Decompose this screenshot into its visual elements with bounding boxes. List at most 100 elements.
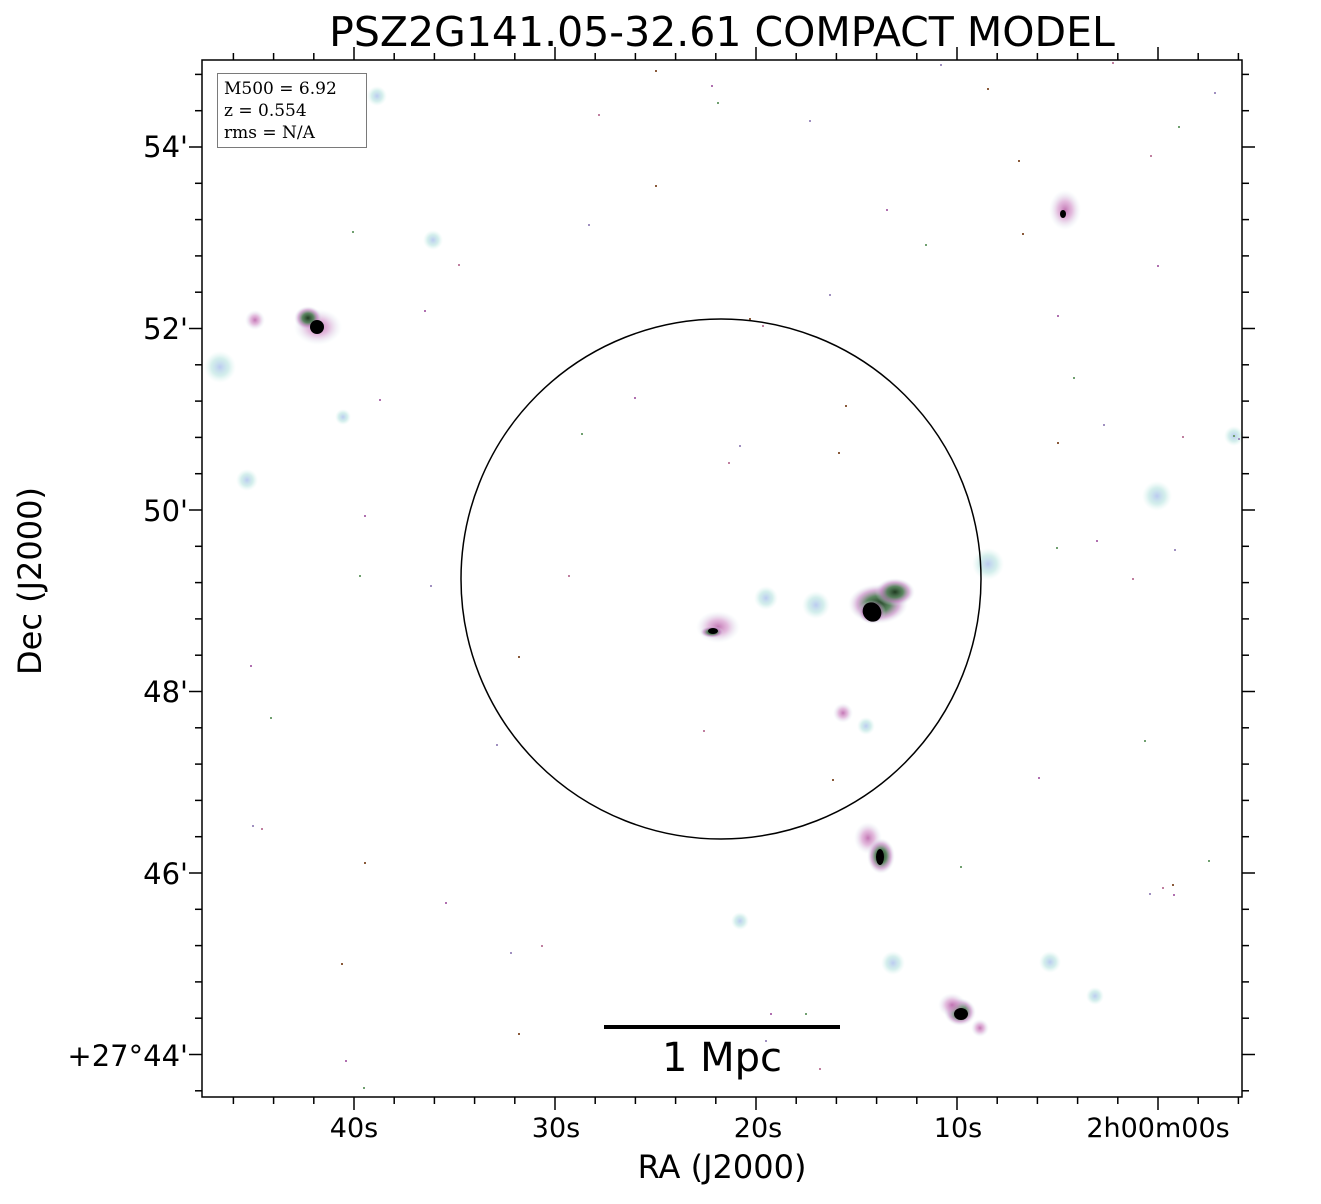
noise-speck (1178, 126, 1180, 128)
y-tick-label: 48' (143, 675, 188, 709)
noise-speck (655, 70, 657, 72)
noise-speck (1018, 160, 1020, 162)
source-blob (833, 703, 853, 723)
noise-speck (261, 828, 263, 830)
axis-ticks (189, 47, 1255, 1110)
source-blob (236, 469, 258, 491)
noise-speck (765, 1040, 767, 1042)
source-blob (754, 586, 778, 610)
noise-speck (341, 963, 343, 965)
noise-speck (598, 114, 600, 116)
source-blob (245, 310, 265, 330)
y-tick-label: +27°44' (67, 1039, 188, 1073)
noise-speck (832, 779, 834, 781)
r500-circle (460, 318, 982, 840)
noise-speck (1056, 547, 1058, 549)
noise-speck (770, 1013, 772, 1015)
noise-speck (510, 952, 512, 954)
noise-speck (1112, 62, 1114, 64)
plot-frame (201, 59, 1243, 1098)
noise-speck (541, 945, 543, 947)
noise-speck (1073, 377, 1075, 379)
source-blob (1039, 951, 1061, 973)
noise-speck (430, 585, 432, 587)
noise-speck (352, 231, 354, 233)
noise-speck (960, 866, 962, 868)
noise-speck (739, 445, 741, 447)
source-core (310, 320, 324, 334)
noise-speck (819, 1068, 821, 1070)
source-blob (1142, 481, 1172, 511)
noise-speck (379, 399, 381, 401)
source-blob (881, 951, 905, 975)
noise-speck (364, 515, 366, 517)
noise-speck (588, 224, 590, 226)
rms-text: rms = N/A (224, 123, 315, 143)
x-tick-label: 40s (330, 1113, 378, 1144)
source-blob (1086, 987, 1104, 1005)
source-blob (1049, 190, 1081, 230)
source-blob (731, 912, 749, 930)
noise-speck (1233, 435, 1235, 437)
noise-speck (1182, 436, 1184, 438)
noise-speck (805, 1013, 807, 1015)
noise-speck (1096, 540, 1098, 542)
noise-speck (1157, 265, 1159, 267)
noise-speck (1174, 549, 1176, 551)
noise-speck (252, 825, 254, 827)
sources-layer (204, 86, 1244, 1037)
noise-speck (1214, 92, 1216, 94)
source-blob (972, 548, 1004, 580)
noise-speck (518, 1033, 520, 1035)
noise-speck (711, 85, 713, 87)
noise-speck (1057, 315, 1059, 317)
x-tick-label: 2h00m00s (1086, 1113, 1229, 1144)
noise-speck (717, 102, 719, 104)
noise-speck (270, 717, 272, 719)
noise-speck (1173, 894, 1175, 896)
noise-speck (1038, 777, 1040, 779)
noise-speck (762, 325, 764, 327)
m500-text: M500 = 6.92 (224, 79, 337, 99)
source-blob (335, 409, 351, 425)
x-tick-label: 10s (934, 1113, 982, 1144)
source-core (954, 1008, 968, 1020)
redshift-text: z = 0.554 (224, 101, 307, 121)
noise-speck (987, 88, 989, 90)
noise-speck (568, 575, 570, 577)
noise-speck (424, 310, 426, 312)
noise-speck (728, 462, 730, 464)
source-blob (875, 578, 915, 606)
x-axis-label: RA (J2000) (637, 1148, 807, 1186)
noise-speck (1162, 887, 1164, 889)
noise-speck (1022, 233, 1024, 235)
y-tick-label: 46' (143, 857, 188, 891)
noise-speck (345, 1060, 347, 1062)
noise-speck (518, 656, 520, 658)
noise-speck (1057, 442, 1059, 444)
noise-speck (458, 264, 460, 266)
noise-speck (363, 1087, 365, 1089)
noise-speck (364, 862, 366, 864)
noise-speck (1149, 893, 1151, 895)
noise-speck (925, 244, 927, 246)
noise-speck (496, 744, 498, 746)
noise-speck (703, 730, 705, 732)
noise-speck (1172, 884, 1174, 886)
source-blob (971, 1019, 989, 1037)
source-blob (423, 230, 443, 250)
noise-speck (1103, 424, 1105, 426)
noise-speck (359, 575, 361, 577)
scale-bar-label: 1 Mpc (661, 1035, 783, 1081)
noise-speck (838, 452, 840, 454)
noise-speck (445, 902, 447, 904)
y-tick-labels: 54' 52' 50' 48' 46' +27°44' (67, 130, 188, 1073)
noise-speck (845, 405, 847, 407)
x-tick-label: 20s (734, 1113, 782, 1144)
noise-speck (829, 294, 831, 296)
source-core (1060, 210, 1066, 218)
noise-speck (940, 64, 942, 66)
source-blob (802, 591, 830, 619)
